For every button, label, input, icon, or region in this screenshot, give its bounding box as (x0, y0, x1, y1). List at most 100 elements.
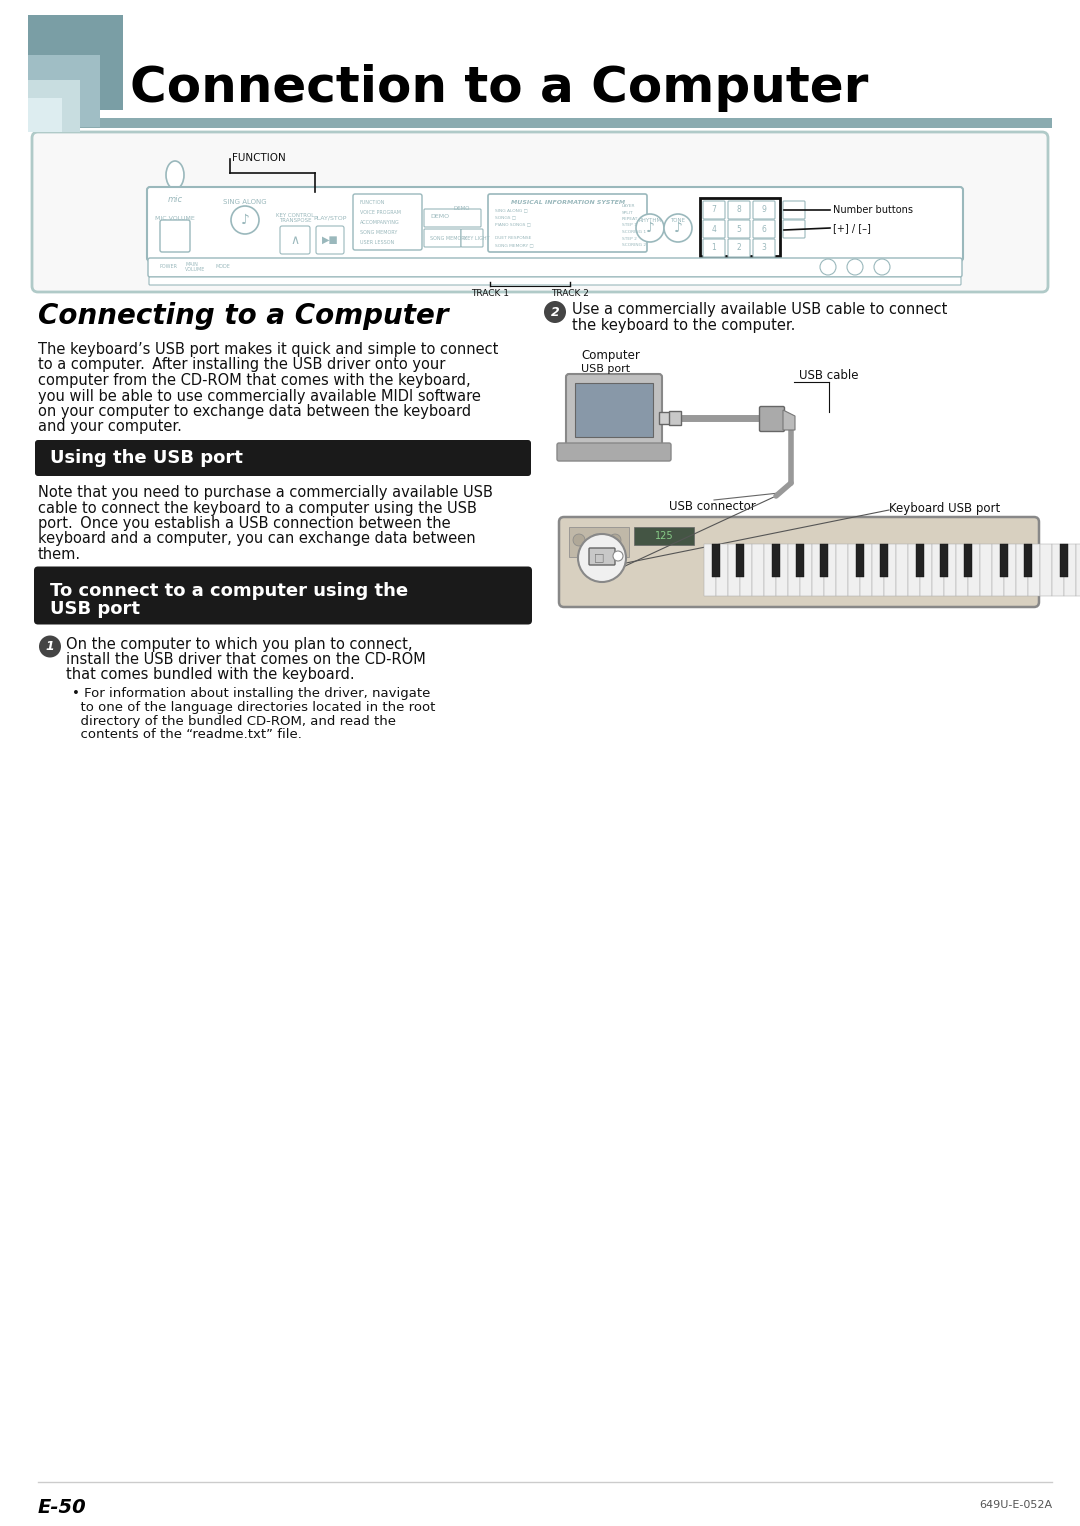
Text: USB port: USB port (581, 365, 630, 374)
Bar (993, 543, 1003, 597)
Text: Number buttons: Number buttons (833, 204, 913, 215)
Text: MUSICAL INFORMATION SYSTEM: MUSICAL INFORMATION SYSTEM (511, 200, 625, 204)
Bar (1004, 543, 1015, 597)
Text: Connection to a Computer: Connection to a Computer (130, 64, 868, 111)
Text: RHYTHM: RHYTHM (638, 218, 662, 223)
Text: SONG MEMORY: SONG MEMORY (360, 229, 397, 235)
Text: 5: 5 (737, 224, 742, 233)
Bar (1040, 543, 1052, 597)
Text: Note that you need to purchase a commercially available USB: Note that you need to purchase a commerc… (38, 485, 492, 501)
Text: SCORING 2: SCORING 2 (622, 243, 646, 247)
Bar (728, 543, 740, 597)
Text: directory of the bundled CD-ROM, and read the: directory of the bundled CD-ROM, and rea… (72, 714, 396, 728)
FancyBboxPatch shape (33, 566, 532, 624)
Text: 8: 8 (737, 206, 741, 215)
Text: POWER: POWER (160, 264, 178, 270)
FancyBboxPatch shape (589, 548, 615, 565)
Text: REPEAT: REPEAT (622, 217, 638, 221)
FancyBboxPatch shape (728, 220, 750, 238)
Text: 4: 4 (712, 224, 716, 233)
Bar (38, 118, 1052, 128)
Bar (872, 543, 883, 597)
Text: TRACK 1: TRACK 1 (471, 288, 509, 298)
Bar (963, 543, 972, 577)
Text: MODE: MODE (215, 264, 230, 270)
Circle shape (39, 635, 60, 658)
Text: E-50: E-50 (38, 1499, 86, 1517)
Text: 1: 1 (712, 244, 716, 252)
Bar (940, 543, 947, 577)
Text: to one of the language directories located in the root: to one of the language directories locat… (72, 700, 435, 714)
FancyBboxPatch shape (353, 194, 422, 250)
Bar (634, 526, 694, 545)
Bar (860, 543, 872, 597)
Text: MAIN
VOLUME: MAIN VOLUME (185, 262, 205, 272)
Bar (704, 543, 715, 597)
Bar (824, 543, 836, 597)
FancyBboxPatch shape (753, 220, 775, 238)
Text: To connect to a computer using the: To connect to a computer using the (50, 583, 408, 601)
Text: VOICE PROGRAM: VOICE PROGRAM (360, 209, 401, 215)
Text: install the USB driver that comes on the CD-ROM: install the USB driver that comes on the… (66, 652, 426, 667)
Text: contents of the “readme.txt” file.: contents of the “readme.txt” file. (72, 728, 302, 742)
Text: keyboard and a computer, you can exchange data between: keyboard and a computer, you can exchang… (38, 531, 475, 546)
Text: SING ALONG: SING ALONG (224, 198, 267, 204)
Bar (999, 543, 1008, 577)
FancyBboxPatch shape (783, 220, 805, 238)
Bar (1076, 543, 1080, 597)
Circle shape (636, 214, 664, 243)
Text: SONG MEMORY: SONG MEMORY (430, 235, 468, 241)
Bar (956, 543, 968, 597)
Text: TRACK 2: TRACK 2 (551, 288, 589, 298)
Bar (1016, 543, 1027, 597)
Text: KEY LIGHT: KEY LIGHT (464, 235, 489, 241)
Ellipse shape (166, 162, 184, 189)
Text: DUET RESPONSE: DUET RESPONSE (495, 237, 531, 240)
Text: 2: 2 (551, 305, 559, 319)
Bar (1024, 543, 1031, 577)
Text: 6: 6 (761, 224, 767, 233)
Text: [+] / [–]: [+] / [–] (833, 223, 870, 233)
Circle shape (847, 259, 863, 275)
Bar (659, 412, 675, 424)
FancyBboxPatch shape (148, 258, 962, 278)
Text: USB port: USB port (50, 601, 140, 618)
Bar (885, 543, 895, 597)
Bar (855, 543, 864, 577)
FancyBboxPatch shape (753, 240, 775, 256)
FancyBboxPatch shape (424, 229, 461, 247)
Text: SONG MEMORY □: SONG MEMORY □ (495, 243, 534, 247)
Text: ♪: ♪ (674, 221, 683, 235)
Bar (1059, 543, 1067, 577)
Bar (800, 543, 811, 597)
Bar (836, 543, 848, 597)
Bar (569, 526, 629, 557)
Bar (740, 543, 752, 597)
Text: □: □ (594, 552, 604, 562)
Text: ∧: ∧ (291, 233, 299, 247)
Text: the keyboard to the computer.: the keyboard to the computer. (572, 317, 795, 333)
Bar (28, 15, 123, 110)
Text: The keyboard’s USB port makes it quick and simple to connect: The keyboard’s USB port makes it quick a… (38, 342, 498, 357)
Text: ♪: ♪ (241, 214, 249, 227)
Text: SPLIT: SPLIT (622, 211, 634, 215)
Bar (771, 543, 780, 577)
Bar (944, 543, 956, 597)
Text: DEMO: DEMO (453, 206, 470, 211)
FancyBboxPatch shape (728, 201, 750, 220)
Text: them.: them. (38, 546, 81, 562)
FancyBboxPatch shape (759, 406, 784, 432)
Circle shape (664, 214, 692, 243)
Circle shape (573, 534, 585, 546)
Bar (735, 543, 743, 577)
Circle shape (820, 259, 836, 275)
Text: USER LESSON: USER LESSON (360, 240, 394, 244)
Bar (1052, 543, 1064, 597)
Bar (932, 543, 944, 597)
FancyBboxPatch shape (461, 229, 483, 247)
FancyBboxPatch shape (566, 374, 662, 449)
Text: 2: 2 (737, 244, 741, 252)
FancyBboxPatch shape (280, 226, 310, 253)
Text: cable to connect the keyboard to a computer using the USB: cable to connect the keyboard to a compu… (38, 501, 477, 516)
Text: PIANO SONGS □: PIANO SONGS □ (495, 221, 531, 226)
